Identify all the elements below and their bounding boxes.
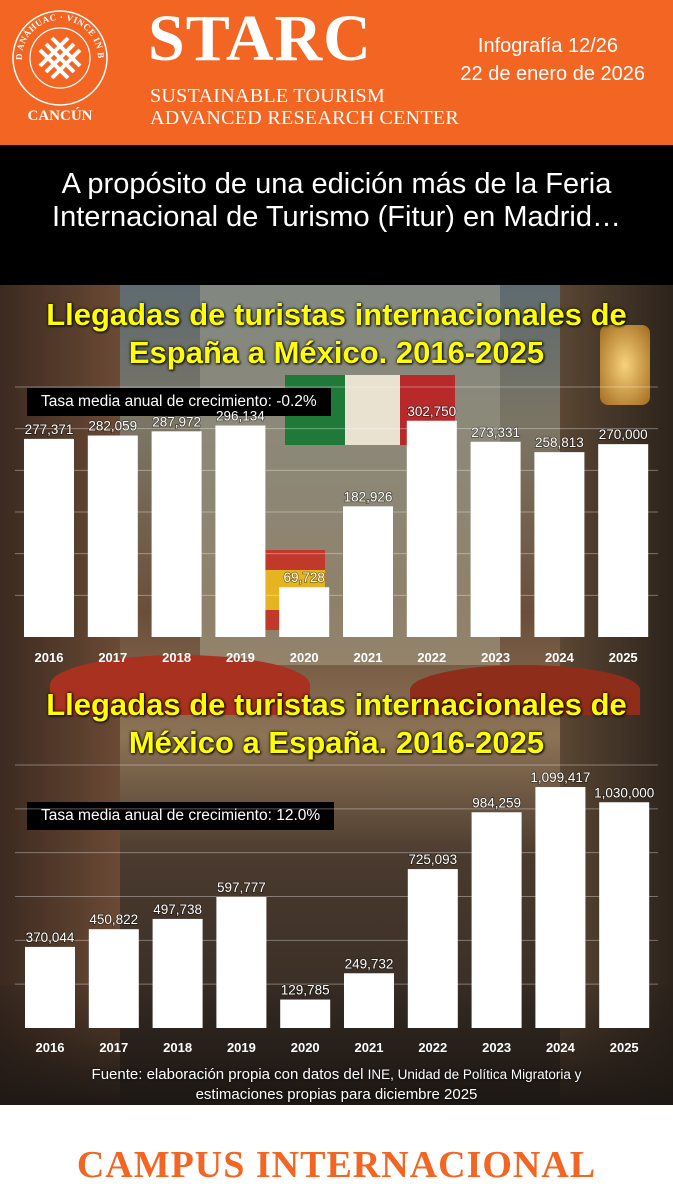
- bar-2024: [534, 452, 585, 637]
- street-lamp: [600, 325, 650, 405]
- data-label-2022: 302,750: [407, 404, 456, 419]
- data-label-2016: 277,371: [25, 422, 74, 437]
- x-tick-2017: 2017: [98, 650, 127, 665]
- data-label-2022: 725,093: [408, 852, 457, 867]
- x-tick-2019: 2019: [226, 650, 255, 665]
- bar-2020: [280, 999, 331, 1028]
- data-label-2019: 597,777: [217, 880, 266, 895]
- data-label-2017: 450,822: [89, 912, 138, 927]
- x-tick-2016: 2016: [36, 1040, 65, 1055]
- brand-subtitle-line2: ADVANCED RESEARCH CENTER: [150, 107, 460, 129]
- data-label-2017: 282,059: [88, 419, 137, 434]
- bar-2018: [151, 431, 202, 637]
- intro-text: A propósito de una edición más de la Fer…: [52, 168, 621, 233]
- intro-banner: A propósito de una edición más de la Fer…: [0, 145, 673, 285]
- bar-2017: [87, 435, 138, 637]
- bar-2024: [535, 787, 586, 1028]
- data-label-2018: 287,972: [152, 414, 201, 429]
- header: UNIVERSIDAD ANÁHUAC · VINCE IN BONO MALU…: [0, 0, 673, 145]
- bar-2020: [279, 587, 330, 637]
- data-label-2025: 270,000: [599, 427, 648, 442]
- bar-2025: [599, 802, 650, 1028]
- bar-2016: [24, 438, 74, 637]
- source-line2: estimaciones propias para diciembre 2025: [195, 1086, 478, 1103]
- data-label-2023: 273,331: [471, 425, 520, 440]
- publication-date: 22 de enero de 2026: [460, 63, 645, 85]
- x-tick-2018: 2018: [162, 650, 191, 665]
- x-tick-2024: 2024: [546, 1040, 576, 1055]
- bar-2025: [598, 444, 649, 637]
- bar-2022: [406, 420, 457, 637]
- data-label-2024: 258,813: [535, 435, 584, 450]
- bar-2022: [407, 869, 458, 1028]
- university-seal-icon: UNIVERSIDAD ANÁHUAC · VINCE IN BONO MALU…: [10, 8, 108, 106]
- data-label-2021: 182,926: [344, 489, 393, 504]
- x-tick-2016: 2016: [35, 650, 64, 665]
- x-tick-2025: 2025: [609, 650, 638, 665]
- bar-2021: [344, 973, 394, 1028]
- x-tick-2021: 2021: [355, 1040, 384, 1055]
- seal-caption: CANCÚN: [27, 108, 93, 124]
- awning-left: [50, 655, 310, 715]
- x-tick-2020: 2020: [291, 1040, 320, 1055]
- flag-spain-red-top: [255, 550, 325, 570]
- bar-2017: [88, 929, 139, 1028]
- x-tick-2021: 2021: [354, 650, 383, 665]
- infographic-number: Infografía 12/26: [477, 35, 618, 57]
- data-label-2025: 1,030,000: [594, 785, 654, 800]
- x-tick-2017: 2017: [99, 1040, 128, 1055]
- flag-mexico-white: [345, 375, 400, 445]
- x-tick-2022: 2022: [418, 1040, 447, 1055]
- bar-2019: [215, 425, 266, 637]
- chart2-title: Llegadas de turistas internacionales de …: [46, 687, 627, 760]
- x-tick-2022: 2022: [417, 650, 446, 665]
- chart1-growth-rate: Tasa media anual de crecimiento: -0.2%: [27, 388, 331, 416]
- chart2-growth-rate: Tasa media anual de crecimiento: 12.0%: [27, 802, 335, 830]
- bar-2019: [216, 896, 267, 1028]
- campus-title: CAMPUS INTERNACIONAL: [76, 1144, 597, 1186]
- source-line1-a: Fuente: elaboración propia con datos del: [91, 1066, 368, 1083]
- bar-2021: [343, 506, 393, 637]
- x-tick-2023: 2023: [481, 650, 510, 665]
- x-tick-2018: 2018: [163, 1040, 192, 1055]
- bar-2018: [152, 918, 203, 1028]
- x-tick-2019: 2019: [227, 1040, 256, 1055]
- chart1-title: Llegadas de turistas internacionales de …: [46, 297, 627, 370]
- bar-2023: [471, 812, 522, 1028]
- awning-right: [410, 665, 640, 715]
- bar-2023: [470, 441, 521, 637]
- source-note: Fuente: elaboración propia con datos del…: [20, 1065, 653, 1105]
- source-line1-b: INE, Unidad de Política Migratoria y: [367, 1067, 582, 1082]
- bar-2016: [25, 946, 75, 1028]
- x-tick-2020: 2020: [290, 650, 319, 665]
- data-label-2021: 249,732: [345, 956, 394, 971]
- data-label-2023: 984,259: [472, 795, 521, 810]
- data-label-2016: 370,044: [26, 930, 75, 945]
- data-label-2020: 69,728: [284, 570, 325, 585]
- brand-subtitle-line1: SUSTAINABLE TOURISM: [150, 85, 386, 107]
- brand-name: STARC: [148, 2, 372, 75]
- x-tick-2025: 2025: [610, 1040, 639, 1055]
- data-label-2018: 497,738: [153, 902, 202, 917]
- x-tick-2023: 2023: [482, 1040, 511, 1055]
- data-label-2024: 1,099,417: [530, 770, 590, 785]
- x-tick-2024: 2024: [545, 650, 575, 665]
- data-label-2020: 129,785: [281, 983, 330, 998]
- data-label-2019: 296,134: [216, 408, 265, 423]
- footer: CAMPUS INTERNACIONAL: [0, 1105, 673, 1200]
